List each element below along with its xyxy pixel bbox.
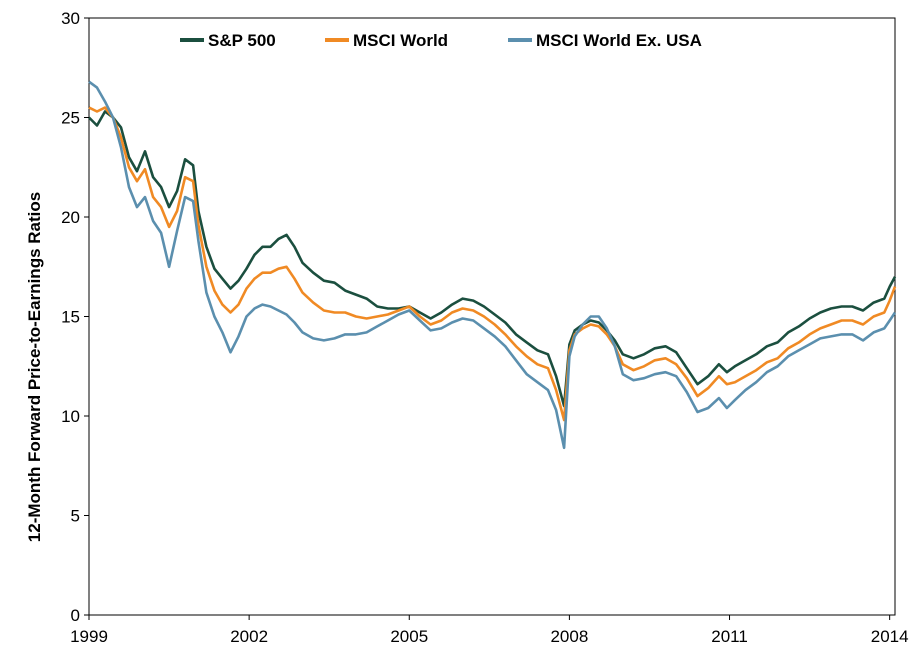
y-tick-label-10: 10 — [61, 407, 80, 426]
y-axis-ticks: 0 5 10 15 20 25 30 — [61, 9, 89, 625]
x-tick-label-2008: 2008 — [550, 627, 588, 646]
legend-label-s-p-500: S&P 500 — [208, 31, 276, 50]
legend-label-msci-world-ex-usa: MSCI World Ex. USA — [536, 31, 702, 50]
series-lines — [88, 80, 897, 450]
y-tick-label-30: 30 — [61, 9, 80, 28]
y-tick-label-5: 5 — [71, 507, 80, 526]
x-tick-label-2005: 2005 — [390, 627, 428, 646]
y-tick-label-15: 15 — [61, 308, 80, 327]
legend: S&P 500 MSCI World MSCI World Ex. USA — [180, 31, 702, 50]
y-axis-label: 12-Month Forward Price-to-Earnings Ratio… — [25, 192, 44, 542]
x-tick-label-2011: 2011 — [711, 627, 748, 646]
series-line-msci-world-ex-usa — [88, 80, 897, 450]
y-tick-label-25: 25 — [61, 109, 80, 128]
plot-frame — [88, 17, 896, 616]
series-line-msci-world — [88, 106, 897, 422]
x-tick-label-2014: 2014 — [871, 627, 909, 646]
y-tick-label-20: 20 — [61, 208, 80, 227]
x-axis-ticks: 1999 2002 2005 2008 2011 2014 — [70, 615, 909, 646]
x-tick-label-1999: 1999 — [70, 627, 108, 646]
legend-label-msci-world: MSCI World — [353, 31, 448, 50]
x-tick-label-2002: 2002 — [230, 627, 268, 646]
y-tick-label-0: 0 — [71, 606, 80, 625]
plot-border — [88, 17, 896, 616]
series-line-s-p-500 — [88, 110, 897, 408]
